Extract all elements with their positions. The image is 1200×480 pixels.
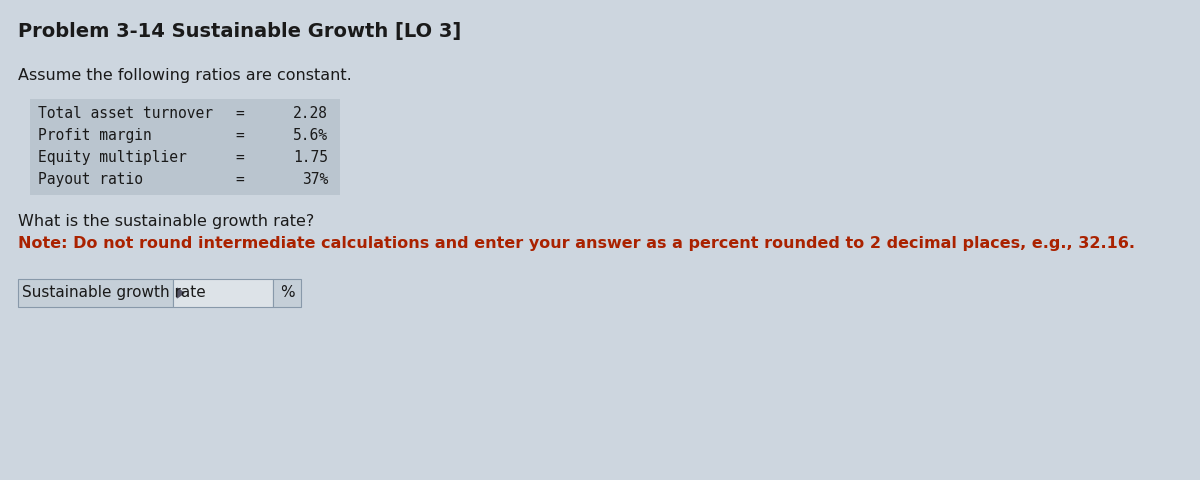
Text: Assume the following ratios are constant.: Assume the following ratios are constant… <box>18 68 352 83</box>
Text: =: = <box>235 106 245 121</box>
Text: 1.75: 1.75 <box>293 150 328 165</box>
FancyBboxPatch shape <box>18 279 173 307</box>
Text: Profit margin: Profit margin <box>38 128 151 143</box>
FancyBboxPatch shape <box>173 279 274 307</box>
Text: 2.28: 2.28 <box>293 106 328 121</box>
Text: Payout ratio: Payout ratio <box>38 172 143 187</box>
Text: Problem 3-14 Sustainable Growth [LO 3]: Problem 3-14 Sustainable Growth [LO 3] <box>18 22 461 41</box>
Text: =: = <box>235 128 245 143</box>
FancyBboxPatch shape <box>274 279 301 307</box>
Text: =: = <box>235 172 245 187</box>
Text: Note: Do not round intermediate calculations and enter your answer as a percent : Note: Do not round intermediate calculat… <box>18 236 1135 251</box>
Text: Equity multiplier: Equity multiplier <box>38 150 187 165</box>
FancyBboxPatch shape <box>30 100 340 195</box>
Text: =: = <box>235 150 245 165</box>
Text: Total asset turnover: Total asset turnover <box>38 106 214 121</box>
Text: Sustainable growth rate: Sustainable growth rate <box>22 285 205 300</box>
Text: What is the sustainable growth rate?: What is the sustainable growth rate? <box>18 214 314 228</box>
Text: %: % <box>280 285 294 300</box>
Polygon shape <box>178 288 184 298</box>
Text: 37%: 37% <box>301 172 328 187</box>
Text: 5.6%: 5.6% <box>293 128 328 143</box>
